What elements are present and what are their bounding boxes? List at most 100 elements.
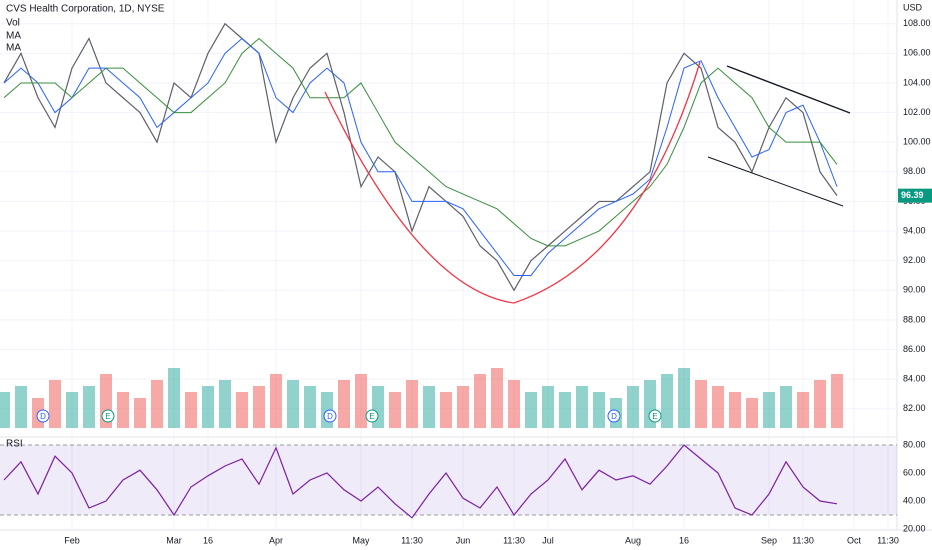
x-tick-label: Jun (456, 535, 471, 545)
x-tick-label: Sep (761, 535, 777, 545)
volume-bar (219, 380, 231, 428)
x-tick-label: Apr (269, 535, 283, 545)
volume-bar (406, 380, 418, 428)
event-marker (36, 409, 50, 423)
event-marker (101, 409, 115, 423)
volume-bar (440, 392, 452, 428)
volume-bar (593, 392, 605, 428)
volume-bar (474, 374, 486, 428)
y-tick-label: 94.00 (903, 225, 926, 235)
volume-bar (389, 392, 401, 428)
volume-bar (202, 386, 214, 428)
x-tick-label: Aug (625, 535, 641, 545)
legend-vol: Vol (6, 18, 20, 29)
event-marker (365, 409, 379, 423)
volume-bar (729, 392, 741, 428)
trend-line-upper (726, 65, 851, 114)
chart-title: CVS Health Corporation, 1D, NYSE (6, 4, 165, 15)
rsi-tick-label: 60.00 (903, 467, 926, 477)
ma-line (3, 37, 838, 247)
volume-bar (576, 386, 588, 428)
y-tick-label: 92.00 (903, 255, 926, 265)
event-label: E (652, 412, 657, 421)
volume-bar (253, 386, 265, 428)
x-tick-label: Mar (166, 535, 182, 545)
y-tick-label: 82.00 (903, 403, 926, 413)
volume-bar (151, 380, 163, 428)
volume-bar (780, 386, 792, 428)
volume-bar (338, 380, 350, 428)
rsi-band (0, 445, 897, 515)
volume-bar (712, 386, 724, 428)
volume-bar (304, 386, 316, 428)
event-label: D (327, 412, 333, 421)
volume-bar (457, 386, 469, 428)
y-tick-label: 106.00 (903, 48, 931, 58)
volume-bar (746, 398, 758, 428)
volume-bar (270, 374, 282, 428)
event-label: D (611, 412, 617, 421)
x-tick-label: 11:30 (792, 535, 814, 545)
volume-bar (678, 368, 690, 428)
event-marker (648, 409, 662, 423)
volume-bar (83, 386, 95, 428)
volume-bar (423, 386, 435, 428)
x-tick-label: 16 (203, 535, 213, 545)
volume-bar (66, 392, 78, 428)
x-tick-label: 11:30 (877, 535, 899, 545)
legend-ma: MA (6, 43, 21, 54)
volume-bar (0, 392, 10, 428)
event-label: E (105, 412, 110, 421)
x-tick-label: 11:30 (503, 535, 525, 545)
trend-line-lower (707, 156, 844, 207)
ma-line (3, 37, 838, 276)
price-line (3, 22, 838, 292)
cup-drawing (324, 61, 701, 304)
y-tick-label: 90.00 (903, 285, 926, 295)
y-tick-label: 108.00 (903, 18, 931, 28)
volume-bar (831, 374, 843, 428)
rsi-title: RSI (6, 439, 23, 450)
volume-bar (559, 392, 571, 428)
rsi-tick-label: 40.00 (903, 495, 926, 505)
y-tick-label: 104.00 (903, 77, 931, 87)
event-label: D (40, 412, 46, 421)
rsi-tick-label: 20.00 (903, 523, 926, 533)
volume-bar (134, 398, 146, 428)
event-marker (323, 409, 337, 423)
volume-bar (491, 368, 503, 428)
volume-bar (627, 386, 639, 428)
y-tick-label: 86.00 (903, 344, 926, 354)
volume-bar (542, 386, 554, 428)
y-tick-label: 102.00 (903, 107, 931, 117)
last-price-label: 96.39 (901, 190, 924, 200)
volume-bar (49, 380, 61, 428)
volume-bar (355, 374, 367, 428)
legend-ma: MA (6, 31, 21, 42)
y-tick-label: 100.00 (903, 137, 931, 147)
volume-bar (695, 380, 707, 428)
price-line (3, 444, 838, 519)
event-label: E (369, 412, 374, 421)
volume-bar (763, 392, 775, 428)
x-tick-label: Oct (847, 535, 862, 545)
volume-bar (15, 386, 27, 428)
unit-label: USD (903, 2, 923, 12)
x-tick-label: 11:30 (401, 535, 423, 545)
x-tick-label: Jul (542, 535, 554, 545)
volume-bar (525, 392, 537, 428)
x-tick-label: 16 (679, 535, 689, 545)
y-tick-label: 88.00 (903, 314, 926, 324)
volume-bar (797, 392, 809, 428)
x-tick-label: Feb (64, 535, 80, 545)
volume-bar (168, 368, 180, 428)
x-tick-label: May (352, 535, 370, 545)
y-tick-label: 84.00 (903, 374, 926, 384)
volume-bar (287, 380, 299, 428)
volume-bar (236, 392, 248, 428)
rsi-tick-label: 80.00 (903, 439, 926, 449)
volume-bar (661, 374, 673, 428)
last-price-box (898, 188, 932, 203)
event-marker (607, 409, 621, 423)
